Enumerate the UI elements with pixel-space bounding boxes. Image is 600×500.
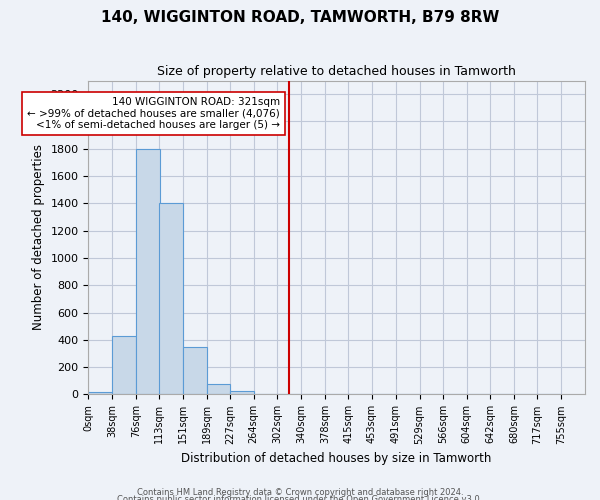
Y-axis label: Number of detached properties: Number of detached properties (32, 144, 45, 330)
Bar (112, 336, 136, 394)
Text: Contains HM Land Registry data © Crown copyright and database right 2024.: Contains HM Land Registry data © Crown c… (137, 488, 463, 497)
Bar (88, 392, 112, 394)
Bar (159, 204, 183, 394)
Bar (206, 384, 230, 394)
Text: 140 WIGGINTON ROAD: 321sqm
← >99% of detached houses are smaller (4,076)
<1% of : 140 WIGGINTON ROAD: 321sqm ← >99% of det… (27, 97, 280, 130)
Title: Size of property relative to detached houses in Tamworth: Size of property relative to detached ho… (157, 65, 516, 78)
Bar (183, 346, 206, 395)
X-axis label: Distribution of detached houses by size in Tamworth: Distribution of detached houses by size … (181, 452, 492, 465)
Text: Contains public sector information licensed under the Open Government Licence v3: Contains public sector information licen… (118, 496, 482, 500)
Bar (230, 391, 254, 394)
Text: 140, WIGGINTON ROAD, TAMWORTH, B79 8RW: 140, WIGGINTON ROAD, TAMWORTH, B79 8RW (101, 10, 499, 25)
Bar (136, 149, 160, 394)
